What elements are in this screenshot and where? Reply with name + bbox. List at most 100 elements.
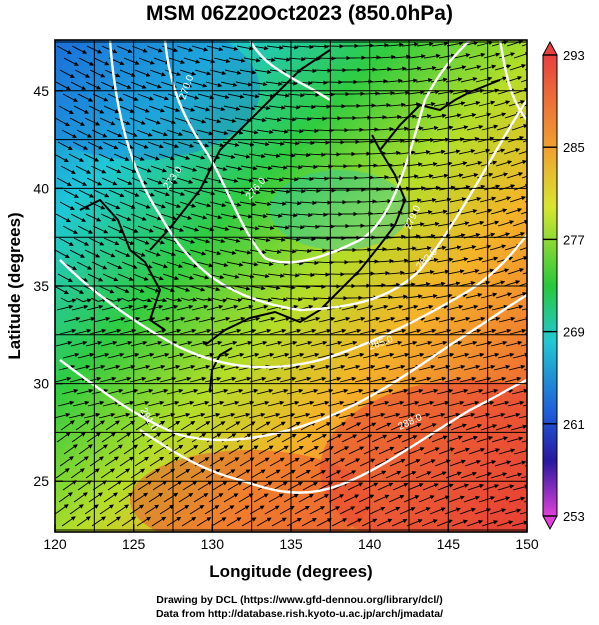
streamline — [295, 340, 313, 347]
streamline — [205, 213, 223, 220]
streamline — [368, 412, 386, 419]
streamline — [256, 261, 274, 267]
streamline — [220, 81, 238, 87]
streamline — [71, 177, 88, 186]
streamline — [93, 316, 111, 323]
streamline — [529, 53, 544, 59]
streamline — [403, 102, 421, 107]
streamline — [372, 270, 390, 276]
streamline — [525, 429, 527, 431]
streamline — [353, 151, 371, 156]
streamline — [449, 459, 466, 467]
streamline — [63, 444, 78, 455]
streamline — [521, 440, 527, 443]
streamline — [236, 304, 254, 311]
streamline — [405, 423, 422, 431]
streamline — [76, 388, 94, 395]
streamline — [163, 105, 181, 113]
streamline — [108, 444, 123, 455]
streamline — [498, 448, 516, 455]
streamline — [190, 81, 208, 88]
streamline — [273, 316, 291, 323]
streamline — [129, 117, 146, 125]
streamline — [220, 340, 238, 347]
streamline — [407, 222, 425, 227]
streamline — [122, 93, 139, 101]
streamline — [446, 435, 463, 443]
streamline — [122, 225, 139, 233]
streamline — [93, 189, 110, 198]
streamline — [508, 364, 526, 371]
streamline — [177, 400, 195, 407]
y-axis-label: Latitude (degrees) — [5, 212, 24, 359]
streamline — [489, 244, 507, 251]
streamline — [431, 173, 449, 179]
streamline — [147, 273, 164, 281]
streamline — [415, 471, 432, 479]
streamline — [226, 129, 244, 135]
streamline — [297, 140, 315, 146]
streamline — [161, 45, 179, 53]
streamline — [62, 225, 79, 234]
streamline — [227, 93, 245, 99]
streamline — [428, 412, 446, 419]
streamline — [283, 105, 301, 110]
streamline — [468, 316, 486, 323]
streamline — [299, 328, 317, 335]
streamline — [318, 446, 335, 455]
streamline — [399, 376, 417, 383]
streamline — [389, 66, 407, 71]
streamline — [103, 237, 120, 246]
streamline — [56, 177, 72, 187]
streamline — [498, 184, 516, 191]
streamline — [191, 45, 209, 52]
streamline — [113, 412, 131, 419]
streamline — [108, 316, 126, 323]
streamline — [332, 352, 350, 359]
streamline — [387, 400, 405, 407]
streamline — [376, 388, 394, 395]
streamline — [407, 90, 425, 95]
streamline — [88, 237, 105, 246]
streamline — [354, 115, 372, 120]
streamline — [465, 423, 483, 431]
streamline — [459, 113, 477, 119]
streamline — [283, 237, 301, 242]
streamline — [476, 304, 494, 311]
streamline — [268, 105, 286, 110]
streamline — [183, 57, 201, 64]
streamline — [419, 328, 437, 335]
streamline — [373, 102, 391, 108]
streamline — [331, 388, 349, 395]
streamline — [87, 273, 104, 282]
streamline — [250, 340, 268, 347]
streamline — [491, 172, 509, 179]
streamline — [149, 456, 165, 467]
streamline — [221, 45, 239, 51]
streamline — [150, 165, 167, 173]
streamline — [384, 246, 402, 252]
streamline — [494, 460, 512, 467]
streamline — [510, 160, 527, 167]
streamline — [356, 43, 374, 48]
streamline — [87, 141, 104, 150]
streamline — [443, 149, 461, 155]
streamline — [280, 340, 298, 347]
streamline — [207, 141, 225, 148]
streamline — [310, 340, 328, 347]
streamline — [266, 45, 284, 50]
streamline — [314, 200, 332, 205]
streamline — [498, 52, 516, 59]
streamline — [430, 77, 448, 83]
streamline — [435, 161, 453, 167]
streamline — [83, 412, 101, 419]
streamline — [233, 285, 251, 291]
streamline — [74, 69, 91, 78]
streamline — [213, 316, 231, 323]
streamline — [78, 57, 95, 66]
streamline — [257, 481, 273, 491]
streamline — [266, 433, 282, 443]
streamline — [59, 201, 75, 210]
streamline — [512, 352, 527, 359]
streamline — [309, 376, 327, 383]
